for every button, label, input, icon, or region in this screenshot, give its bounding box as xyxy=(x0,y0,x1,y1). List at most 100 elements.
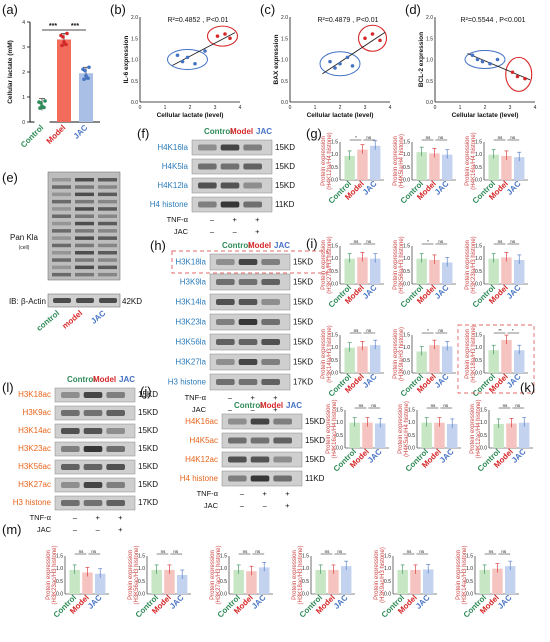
bar-Control xyxy=(416,351,427,373)
x-tick-label: 4 xyxy=(389,105,392,111)
y-axis-label: Protein expression(H3K14la/H3 histone) xyxy=(321,325,333,382)
band xyxy=(61,392,80,398)
band xyxy=(238,259,258,265)
molecular-weight: 15KD xyxy=(305,417,325,426)
molecular-weight: 15KD xyxy=(138,444,158,453)
sig-mark: ns xyxy=(426,135,432,140)
molecular-weight: 11KD xyxy=(275,200,295,209)
y-tick-label: 1.0 xyxy=(331,152,338,158)
bar-Model xyxy=(357,346,368,373)
r2-annotation: R²=0.4852 , P<0.01 xyxy=(167,17,228,24)
y-tick-label: 1.0 xyxy=(403,152,410,158)
smear-band xyxy=(52,251,71,255)
condition-label-tnf: TNF-α xyxy=(185,393,207,402)
bar-Model xyxy=(246,571,257,594)
y-tick-label: 2.0 xyxy=(281,15,288,21)
y-tick-label: 1.0 xyxy=(220,566,227,572)
y-tick-label: 0.5 xyxy=(403,358,410,364)
x-tick-label: 3 xyxy=(364,105,367,111)
smear-band xyxy=(98,236,117,240)
y-tick-label: 1.0 xyxy=(408,420,415,426)
molecular-weight: 42KD xyxy=(122,297,142,306)
lane-header-Model: Model xyxy=(260,401,283,410)
condition-sign: – xyxy=(228,405,233,414)
sig-mark: ns xyxy=(407,549,413,554)
y-tick-label: 1.0 xyxy=(302,566,309,572)
bar-JAC xyxy=(513,350,525,373)
y-tick-label: 0.5 xyxy=(475,165,482,171)
sig-mark: ns xyxy=(489,549,495,554)
smear-band xyxy=(75,199,94,204)
band xyxy=(250,475,270,482)
y-tick-label: 0.0 xyxy=(302,592,309,598)
y-axis-label-line: (H3K56ac/H3 histone) xyxy=(134,545,140,604)
band xyxy=(261,359,280,365)
condition-label-jac: JAC xyxy=(174,227,189,236)
scatter-point xyxy=(363,36,367,41)
x-tick-label: JAC xyxy=(168,593,186,611)
y-tick-label: 1.0 xyxy=(403,256,410,262)
band xyxy=(228,475,247,482)
y-tick-label: 0.0 xyxy=(475,371,482,377)
y-tick-label: 1.5 xyxy=(331,140,338,146)
scatter-point xyxy=(185,55,190,60)
smear-band xyxy=(98,192,117,197)
molecular-weight: 17KD xyxy=(293,377,313,386)
smear-band xyxy=(98,272,117,277)
y-tick-label: 1.5 xyxy=(131,36,138,42)
band xyxy=(106,482,125,488)
band xyxy=(106,446,125,452)
scatter-point xyxy=(470,53,475,58)
bar-Model xyxy=(357,149,368,180)
y-tick-label: 0.0 xyxy=(403,178,410,184)
sig-mark: ** xyxy=(498,328,502,333)
y-axis-label-line: Protein expression xyxy=(128,550,134,600)
y-tick-label: 1.5 xyxy=(475,140,482,146)
y-axis-label: Protein expression(H3K14ac/H3 histone) xyxy=(456,545,468,604)
smear-band xyxy=(52,229,71,233)
smear-band xyxy=(75,229,94,233)
y-axis-label: Protein expression(H3K23ac/H3 histone) xyxy=(46,545,58,604)
scatter-point xyxy=(515,74,520,79)
molecular-weight: 15KD xyxy=(293,317,313,326)
condition-label-tnf: TNF-α xyxy=(197,489,219,498)
y-tick-label: 0.0 xyxy=(475,178,482,184)
bar-Control xyxy=(315,569,326,594)
bar-JAC xyxy=(369,145,381,180)
bar-Model xyxy=(328,569,339,594)
y-tick-label: 1.5 xyxy=(426,36,433,42)
bar-Model xyxy=(429,153,440,180)
x-tick-label: JAC xyxy=(438,447,456,465)
y-tick-label: 1.5 xyxy=(403,244,410,250)
y-axis-label-line: (H3K14la/H3 histone) xyxy=(327,325,333,382)
bar-Model xyxy=(82,572,93,594)
y-tick-label: 0.5 xyxy=(331,358,338,364)
cluster-ellipse-model xyxy=(357,24,388,52)
y-axis-label: IL-6 expression xyxy=(123,36,130,84)
y-axis-label-line: Protein expression xyxy=(292,550,298,600)
panel-label-e: (e) xyxy=(2,170,18,185)
y-tick-label: 1.5 xyxy=(475,333,482,339)
bar-JAC xyxy=(340,566,352,594)
band xyxy=(220,201,240,208)
data-point xyxy=(82,77,86,82)
bar-Control xyxy=(479,569,490,594)
panel-label-c: (c) xyxy=(260,2,275,17)
molecular-weight: 15KD xyxy=(275,181,295,190)
y-tick-label: 0.5 xyxy=(281,79,288,85)
y-axis-label-line: Protein expression xyxy=(470,404,476,454)
y-tick-label: 0.5 xyxy=(384,579,391,585)
band-label: H3K56ac xyxy=(18,462,51,471)
cluster-ellipse-model xyxy=(206,25,239,47)
band-label: H3K18la xyxy=(175,257,206,266)
molecular-weight: 15KD xyxy=(138,480,158,489)
y-tick-label: 0.5 xyxy=(331,269,338,275)
bar-JAC xyxy=(258,567,270,594)
y-axis-label-line: Protein expression xyxy=(374,550,380,600)
